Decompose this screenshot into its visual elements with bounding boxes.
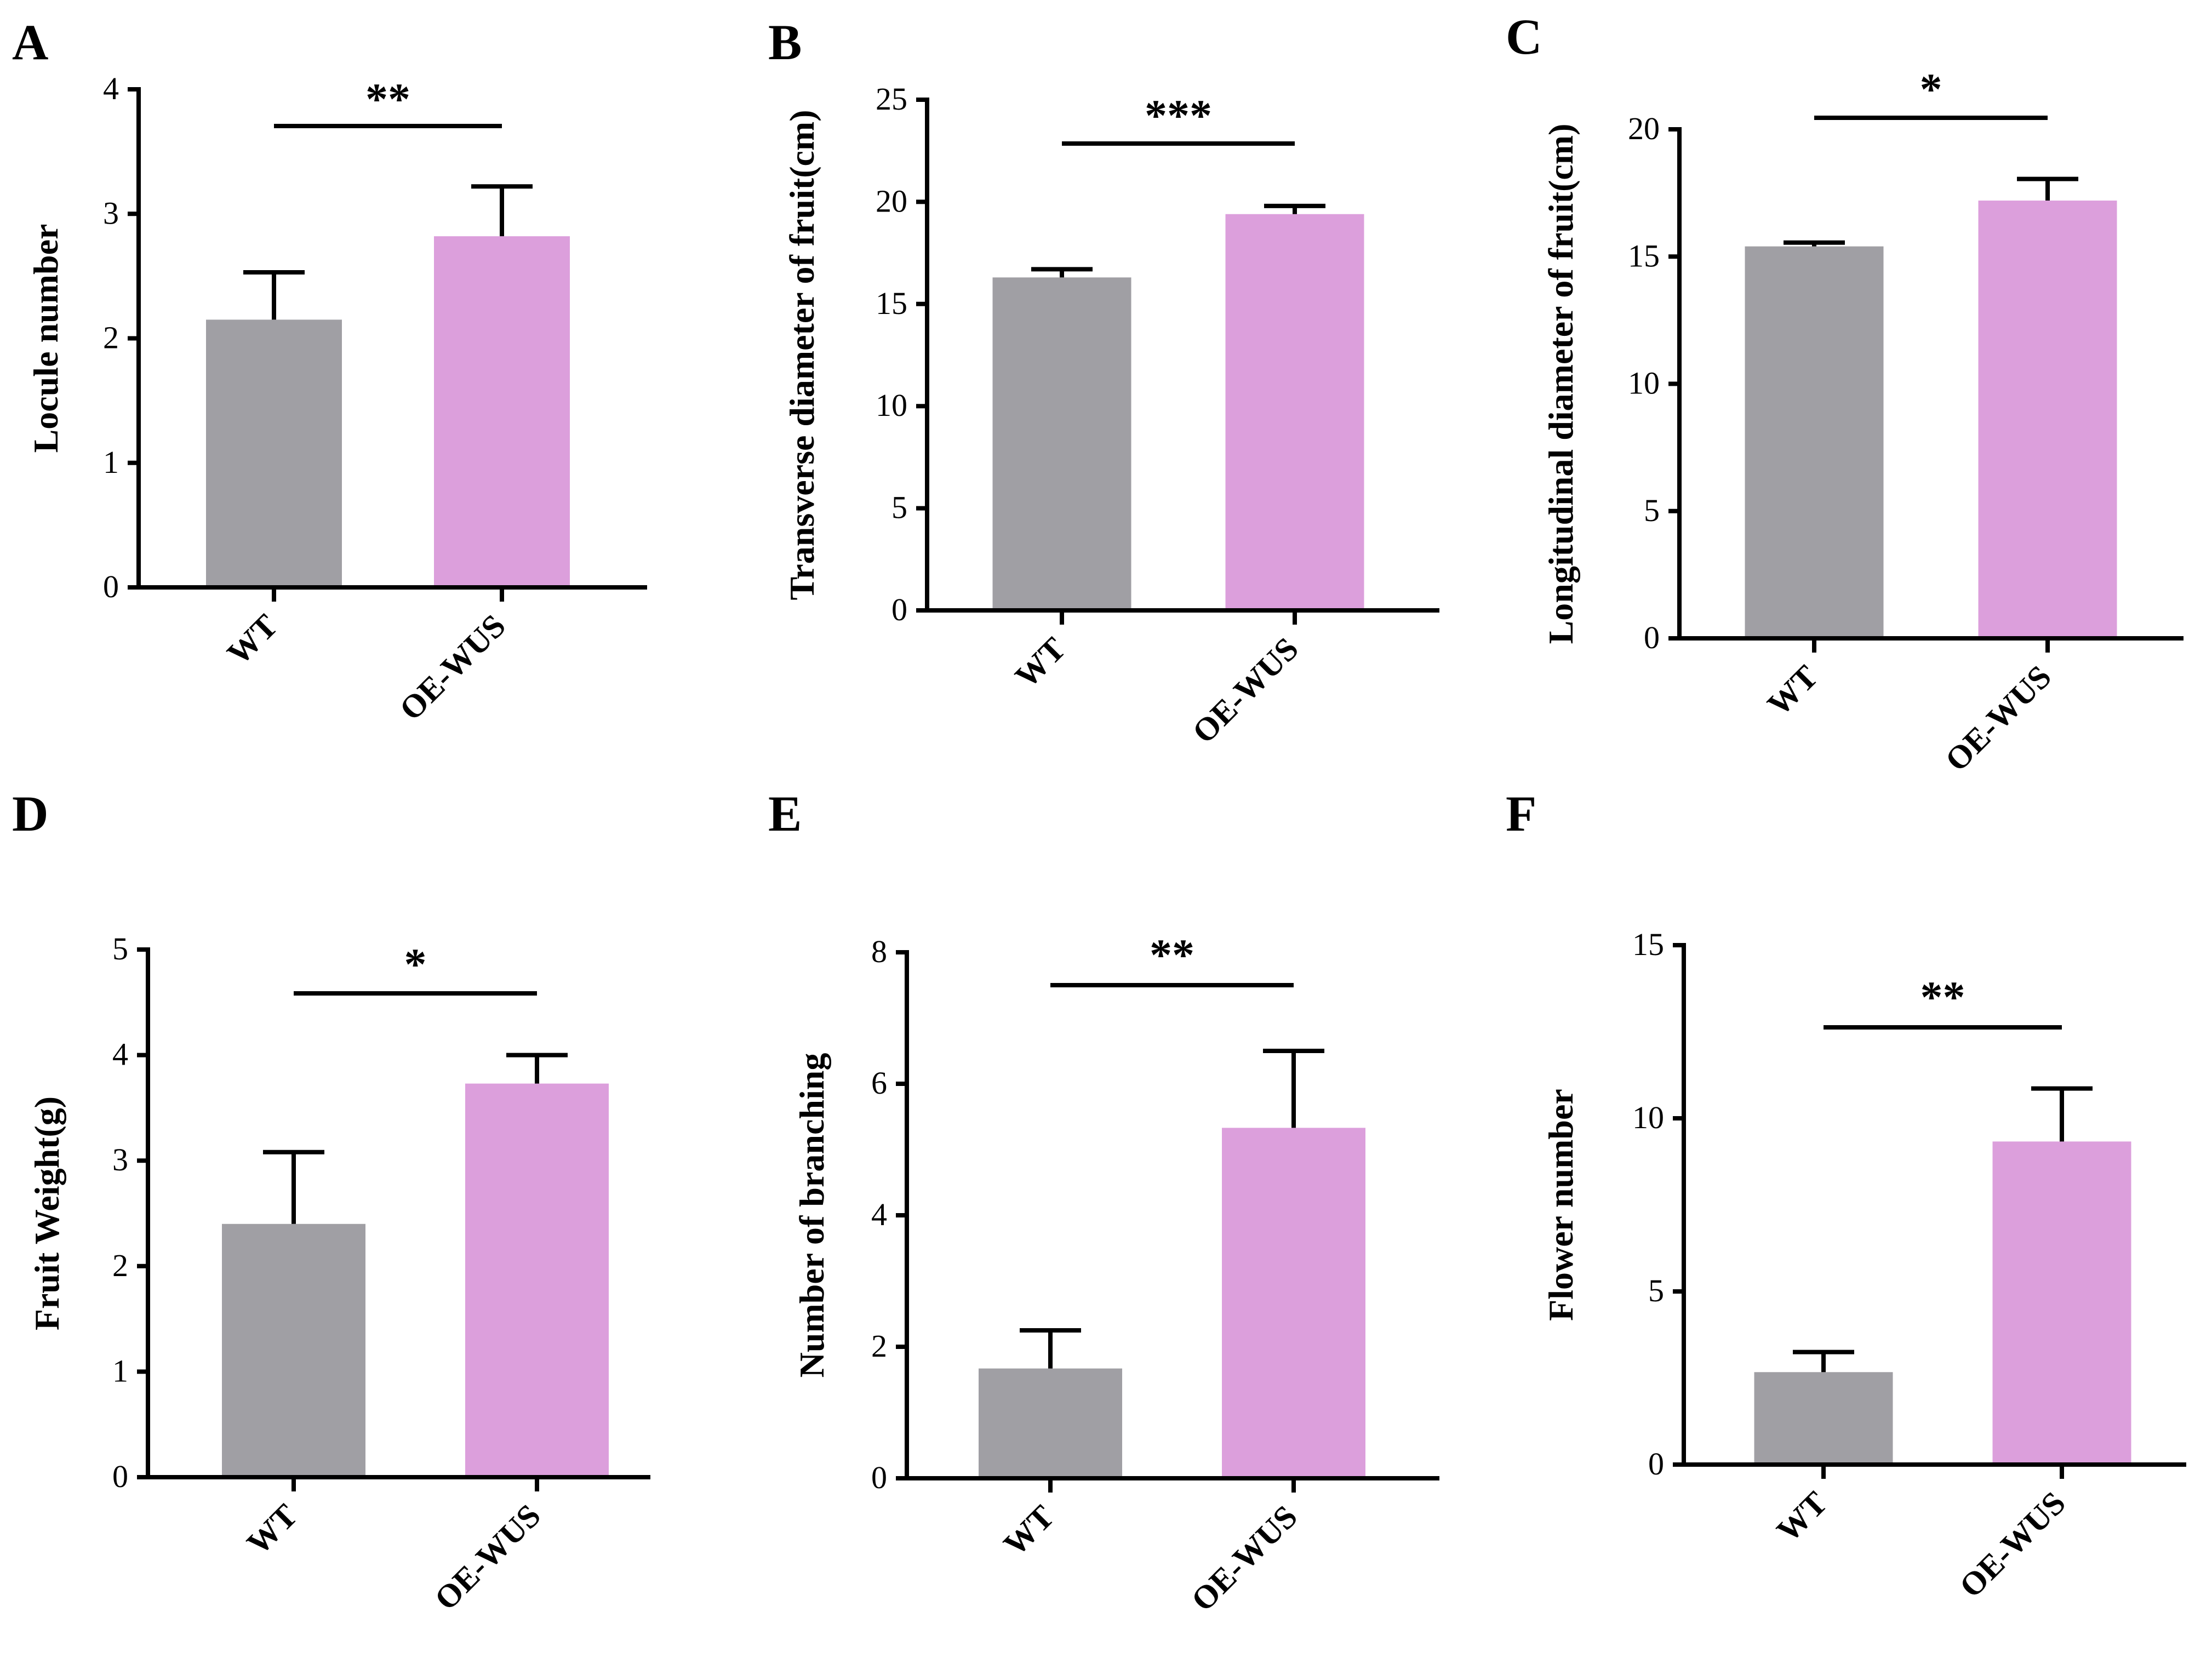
y-tick-label: 0 <box>891 592 907 627</box>
panel-label: A <box>12 14 48 70</box>
significance-stars: * <box>1920 64 1942 114</box>
y-tick-label: 2 <box>112 1248 128 1283</box>
y-tick-label: 10 <box>1632 1100 1664 1135</box>
y-tick-label: 4 <box>103 71 119 106</box>
x-tick-label-wt: WT <box>997 1499 1061 1563</box>
y-tick-label: 3 <box>103 195 119 231</box>
y-tick-label: 15 <box>1632 927 1664 962</box>
y-axis-title: Transverse diameter of fruit(cm) <box>782 110 821 600</box>
y-tick-label: 2 <box>871 1328 887 1364</box>
panel-label: E <box>768 786 802 842</box>
y-tick-label: 0 <box>103 569 119 604</box>
y-tick-label: 0 <box>1648 1446 1664 1482</box>
bar-oe-wus <box>1222 1128 1365 1478</box>
y-tick-label: 5 <box>891 490 907 525</box>
bar-oe-wus <box>465 1083 609 1477</box>
y-tick-label: 0 <box>871 1460 887 1495</box>
x-tick-label-oe-wus: OE-WUS <box>392 608 512 728</box>
significance-stars: ** <box>365 74 410 124</box>
x-tick-label-wt: WT <box>240 1497 304 1562</box>
x-tick-label-oe-wus: OE-WUS <box>1184 1499 1304 1619</box>
panel-c: C 0 5 10 15 20 WT OE-WUS Longitudinal diameter o… <box>1506 9 2184 778</box>
y-axis-title: Locule number <box>26 224 65 453</box>
y-axis-title: Flower number <box>1541 1089 1580 1321</box>
panel-b: B 0 5 10 15 20 25 WT OE-WUS Transverse diameter o… <box>768 14 1439 750</box>
y-tick-label: 10 <box>1628 365 1660 401</box>
panel-label: B <box>768 14 802 70</box>
x-tick-label-wt: WT <box>220 608 284 672</box>
x-tick-label-wt: WT <box>1770 1485 1834 1549</box>
y-tick-label: 3 <box>112 1142 128 1177</box>
panel-label: C <box>1506 9 1542 65</box>
y-tick-label: 5 <box>1644 493 1660 528</box>
y-tick-label: 20 <box>876 183 907 219</box>
y-tick-label: 6 <box>871 1065 887 1101</box>
significance-stars: *** <box>1145 90 1212 140</box>
x-tick-label-wt: WT <box>1008 631 1072 695</box>
bar-oe-wus <box>1978 201 2117 638</box>
x-tick-label-oe-wus: OE-WUS <box>427 1497 547 1617</box>
panel-f: F 0 5 10 15 WT OE-WUS Flower number ** <box>1506 786 2186 1604</box>
y-tick-label: 4 <box>871 1197 887 1232</box>
y-tick-label: 25 <box>876 81 907 117</box>
y-axis-title: Number of branching <box>792 1053 831 1378</box>
panel-label: D <box>12 786 48 842</box>
bar-wt <box>992 277 1131 610</box>
panel-a: A 0 1 2 3 4 WT OE-WUS Locule number ** <box>12 14 647 727</box>
y-tick-label: 4 <box>112 1037 128 1072</box>
y-tick-label: 5 <box>112 931 128 967</box>
y-tick-label: 10 <box>876 387 907 423</box>
panel-d: D 0 1 2 3 4 5 WT OE-WUS Fruit Weight(g) * <box>12 786 650 1617</box>
y-tick-label: 15 <box>876 285 907 321</box>
panel-e: E 0 2 4 6 8 WT OE-WUS Number of branching ** <box>768 786 1439 1618</box>
x-tick-label-oe-wus: OE-WUS <box>1938 659 2058 779</box>
bar-wt <box>222 1224 365 1477</box>
significance-stars: ** <box>1921 972 1965 1022</box>
y-tick-label: 0 <box>1644 620 1660 655</box>
bar-wt <box>979 1368 1122 1478</box>
bar-wt <box>1754 1372 1893 1465</box>
bar-oe-wus <box>1992 1141 2131 1465</box>
y-tick-label: 0 <box>112 1459 128 1494</box>
significance-stars: * <box>404 939 427 989</box>
x-tick-label-oe-wus: OE-WUS <box>1952 1485 2072 1605</box>
bar-wt <box>206 319 342 587</box>
y-tick-label: 1 <box>103 444 119 480</box>
y-tick-label: 15 <box>1628 238 1660 273</box>
bar-wt <box>1745 246 1884 638</box>
y-tick-label: 5 <box>1648 1273 1664 1308</box>
y-tick-label: 20 <box>1628 111 1660 146</box>
y-tick-label: 2 <box>103 320 119 356</box>
bar-oe-wus <box>434 236 570 587</box>
y-axis-title: Longitudinal diameter of fruit(cm) <box>1541 124 1580 644</box>
bar-oe-wus <box>1225 214 1364 610</box>
y-tick-label: 8 <box>871 934 887 969</box>
y-axis-title: Fruit Weight(g) <box>27 1096 66 1330</box>
y-tick-label: 1 <box>112 1353 128 1388</box>
panel-label: F <box>1506 786 1536 842</box>
significance-stars: ** <box>1150 930 1194 980</box>
x-tick-label-wt: WT <box>1761 659 1825 723</box>
x-tick-label-oe-wus: OE-WUS <box>1185 631 1305 751</box>
